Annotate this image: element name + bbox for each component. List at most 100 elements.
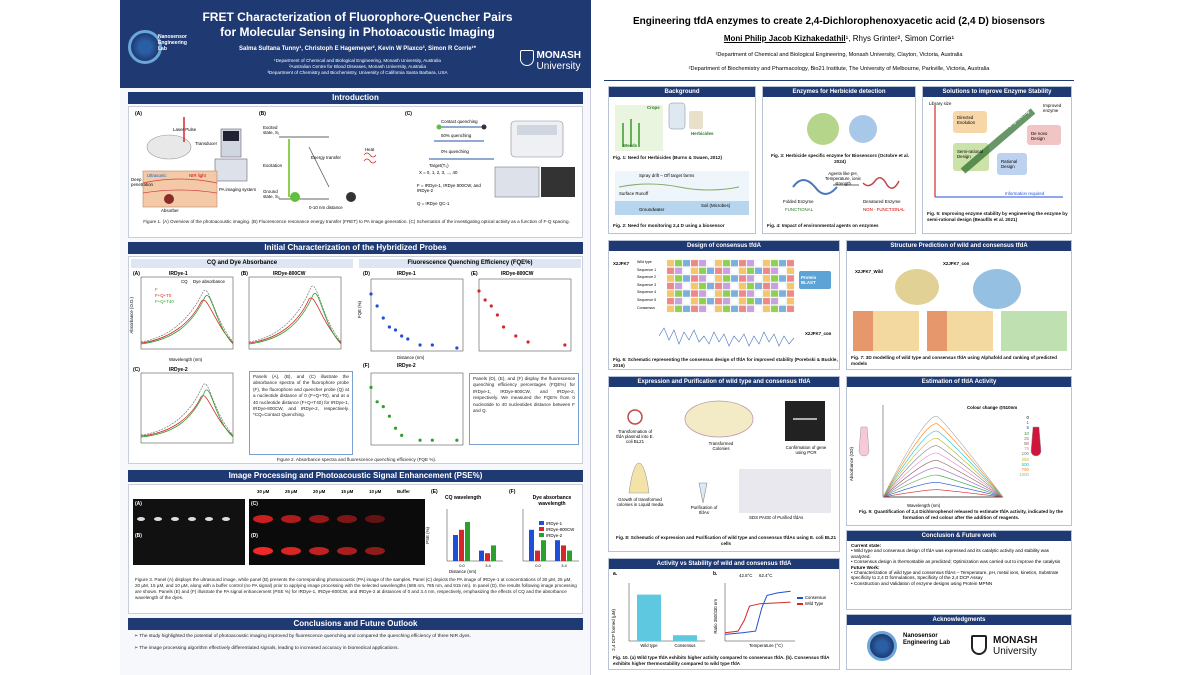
concentration-label: 20 µM xyxy=(313,489,326,494)
alignment-cell xyxy=(698,305,707,313)
alignment-cell xyxy=(674,267,683,275)
concentration-label: 30 µM xyxy=(257,489,270,494)
pa-processed-mark xyxy=(281,547,301,555)
alignment-cell xyxy=(682,290,691,297)
concentration-label: 15 µM xyxy=(341,489,354,494)
nir-light-label: NIR light xyxy=(189,173,206,178)
solutions-box: Solutions to improve Enzyme Stability Li… xyxy=(922,86,1072,234)
pa-signal-mark xyxy=(365,515,385,523)
con-structure-label: X2JFK7_con xyxy=(943,261,970,266)
plot-a-title: IRDye-1 xyxy=(169,271,188,277)
concentration-item: 0 xyxy=(1026,415,1029,420)
ack-lab-icon xyxy=(867,631,897,661)
ultrasound-well-mark xyxy=(137,517,145,521)
alignment-cell xyxy=(778,305,787,313)
poster2-affiliation-1: ¹Department of Chemical and Biological E… xyxy=(715,52,963,58)
denatured-label: Denatured Enzyme xyxy=(863,199,901,204)
pa-signal-marks xyxy=(137,515,385,555)
alignment-cell xyxy=(754,305,763,313)
lab-logo-icon xyxy=(128,30,162,64)
alignment-cell xyxy=(778,297,787,305)
alignment-cell xyxy=(762,259,771,267)
rational-label: Rational Design xyxy=(1001,159,1018,169)
alignment-cell xyxy=(786,305,795,313)
surface-runoff-label: Surface Runoff xyxy=(619,191,649,196)
alignment-cell xyxy=(682,275,691,282)
fqe-point xyxy=(483,298,487,302)
fqe-point xyxy=(563,343,567,347)
fqe-point xyxy=(387,325,391,329)
panel-a-label: (A) xyxy=(135,501,142,507)
panel-f-title: Dye absorbance wavelength xyxy=(532,495,572,507)
sequence-name: Consensus xyxy=(637,305,655,310)
alignment-cell xyxy=(754,259,763,267)
fqe-point xyxy=(489,304,493,308)
ultrasound-well-mark xyxy=(205,517,213,521)
alignment-cell xyxy=(698,282,707,290)
non-functional-label: NON - FUNCTIONAL xyxy=(863,207,905,212)
plot-c-title: IRDye-2 xyxy=(169,367,188,373)
design-header: Design of consensus tfdA xyxy=(609,241,839,251)
concentration-label: 10 µM xyxy=(369,489,382,494)
tm1-label: 42.5°C xyxy=(739,573,753,578)
alignment-cell xyxy=(690,297,699,305)
panel-e-label: (E) xyxy=(431,489,438,495)
pa-processed-mark xyxy=(365,547,385,555)
alignment-cell xyxy=(786,259,795,267)
alignment-grid xyxy=(667,259,795,313)
future-bullet-1: • Characterization of wild type and cons… xyxy=(851,570,1059,581)
deep-penetration-label: Deep penetration xyxy=(131,177,153,187)
fqe-point xyxy=(369,385,373,389)
x-values-label: X = 0, 1, 2, 3, ..., 40 xyxy=(419,170,458,175)
conclusion-box: Conclusion & Future work Current state: … xyxy=(846,530,1072,610)
alignment-cell xyxy=(778,259,787,267)
semi-rational-label: Semi-rational Design xyxy=(957,149,983,159)
alignment-cell xyxy=(714,290,723,297)
activity-a-label: a. xyxy=(613,571,618,577)
fqe-point xyxy=(418,438,422,442)
activity-box: Activity vs Stability of wild and consen… xyxy=(608,558,840,670)
ultrasound-image: (A) (B) xyxy=(133,499,245,565)
conclusion-header: Conclusion & Future work xyxy=(847,531,1071,541)
plot-e-title: IRDye-800CW xyxy=(501,271,534,277)
alignment-cell xyxy=(786,267,795,275)
plot-c-label: (C) xyxy=(133,367,140,373)
pa-signal-mark xyxy=(337,515,357,523)
panel-c-label: (C) xyxy=(251,501,258,507)
concentration-item: 500 xyxy=(1021,461,1029,467)
wild-structure-label: X2JFK7_Wild xyxy=(855,269,883,274)
plot-b-title: IRDye-800CW xyxy=(273,271,306,277)
alignment-cell xyxy=(746,305,755,313)
acknowledgments-box: Acknowledgments Nanosensor Engineering L… xyxy=(846,614,1072,670)
alignment-cell xyxy=(667,259,675,267)
alignment-cell xyxy=(778,267,787,275)
fqe-point xyxy=(400,433,404,437)
spray-drift-label: Spray drift – Off target farms xyxy=(639,173,695,178)
alignment-cell xyxy=(786,275,795,282)
poster2-title: Engineering tfdA enzymes to create 2,4-D… xyxy=(633,16,1045,27)
concentration-item: 5 xyxy=(1026,425,1029,431)
intro-illustrations xyxy=(142,117,575,208)
panel-b-label: (B) xyxy=(135,533,142,539)
alignment-cell xyxy=(722,290,731,297)
alignment-cell xyxy=(714,282,723,290)
poster1-title: FRET Characterization of Fluorophore-Que… xyxy=(202,10,513,39)
concentration-item: 100 xyxy=(1021,451,1029,457)
alignment-cell xyxy=(706,259,715,267)
expression-header: Expression and Purification of wild type… xyxy=(609,377,839,387)
solutions-illustration xyxy=(934,105,1063,198)
future-bullet-2: • Construction and Validation of enzyme … xyxy=(851,580,993,586)
alignment-cell xyxy=(706,305,715,313)
alignment-cell xyxy=(778,282,787,290)
intro-panel-b-label: (B) xyxy=(259,111,266,117)
pse-x-tick: 3.4 xyxy=(485,563,491,568)
fqe-point xyxy=(501,325,506,329)
concentration-label: Buffer xyxy=(397,489,410,494)
legend-f: F = IRDye-1, IRDye 800CW, and IRDye-2 xyxy=(417,183,481,193)
figure2-caption: Figure 2. Absorbance spectra and fluores… xyxy=(276,457,437,462)
alignment-cell xyxy=(754,267,763,275)
alignment-cell xyxy=(786,297,795,305)
alignment-cell xyxy=(762,275,771,282)
acknowledgments-header: Acknowledgments xyxy=(847,615,1071,625)
fqe-plots xyxy=(369,278,572,446)
